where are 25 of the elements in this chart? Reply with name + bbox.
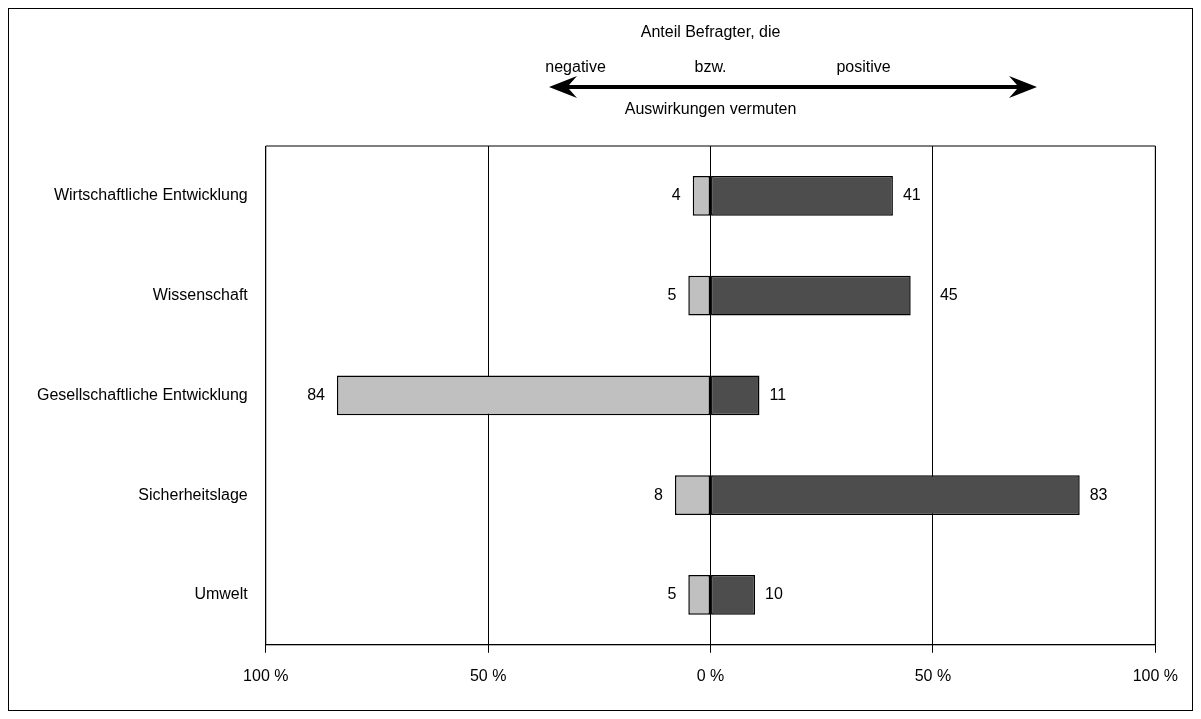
y-tick-label: Wirtschaftliche Entwicklung bbox=[53, 186, 248, 204]
y-tick-label: Gesellschaftliche Entwicklung bbox=[37, 385, 248, 403]
text: Auswirkungen vermuten bbox=[624, 100, 797, 118]
text: negative bbox=[545, 58, 606, 76]
data-label: 84 bbox=[307, 385, 326, 403]
x-tick-label: 50 % bbox=[914, 666, 952, 684]
text: positive bbox=[836, 58, 891, 76]
y-tick-label: Umwelt bbox=[194, 585, 249, 603]
y-tick-label: Sicherheitslage bbox=[138, 485, 248, 503]
x-tick-label: 100 % bbox=[243, 666, 289, 684]
data-label: 45 bbox=[939, 286, 958, 304]
x-tick-label: 100 % bbox=[1132, 666, 1178, 684]
y-tick-label: Wissenschaft bbox=[152, 286, 249, 304]
x-tick-label: 50 % bbox=[469, 666, 507, 684]
x-tick-label: 0 % bbox=[696, 666, 725, 684]
data-label: 4 bbox=[671, 186, 681, 204]
data-label: 8 bbox=[654, 485, 664, 503]
chart-title: Anteil Befragter, die bbox=[640, 23, 781, 41]
data-label: 10 bbox=[765, 585, 783, 603]
text: bzw. bbox=[694, 58, 727, 76]
data-label: 41 bbox=[902, 186, 921, 204]
data-label: 11 bbox=[769, 385, 787, 403]
data-label: 83 bbox=[1089, 485, 1108, 503]
data-label: 5 bbox=[667, 286, 677, 304]
data-label: 5 bbox=[667, 585, 677, 603]
